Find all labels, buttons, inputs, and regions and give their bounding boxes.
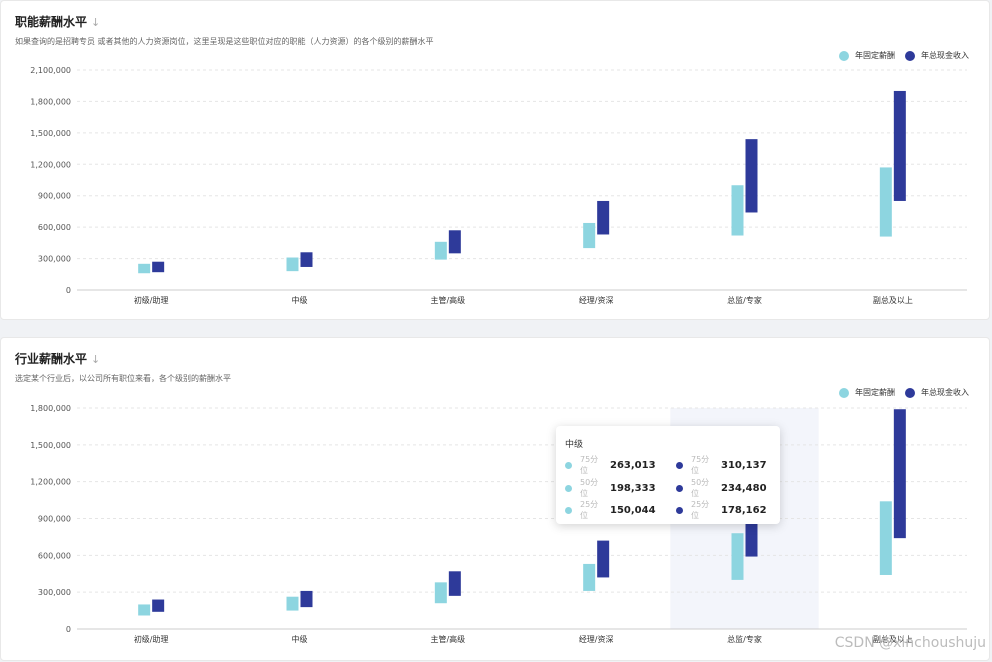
legend-item-fixed[interactable]: 年固定薪酬 [839, 387, 895, 398]
x-tick-label: 经理/资深 [579, 634, 614, 644]
bar-total-cash [893, 409, 906, 539]
bar-total-cash [152, 261, 165, 273]
y-tick-label: 0 [66, 625, 71, 634]
bar-fixed-salary [879, 501, 892, 575]
sort-down-icon[interactable]: ↓ [91, 353, 101, 366]
legend-item-fixed[interactable]: 年固定薪酬 [839, 50, 895, 61]
chart-legend: 年固定薪酬 年总现金收入 [829, 50, 969, 61]
legend-dot-icon [839, 50, 849, 61]
watermark: CSDN @xinchoushuju [834, 635, 986, 651]
tooltip-row: 25分位 178,162 [676, 500, 767, 520]
series-dot-icon [565, 461, 572, 469]
tooltip-row: 50分位 234,480 [676, 478, 767, 498]
tooltip-row: 75分位 310,137 [676, 455, 767, 475]
y-tick-label: 900,000 [38, 515, 71, 524]
bar-total-cash [152, 599, 165, 612]
x-tick-label: 初级/助理 [134, 295, 169, 305]
y-tick-label: 1,800,000 [30, 97, 71, 106]
card-description: 选定某个行业后，以公司所有职位来看，各个级别的薪酬水平 [15, 374, 231, 383]
bar-fixed-salary [583, 222, 596, 249]
bar-fixed-salary [731, 533, 744, 580]
card-description: 如果查询的是招聘专员 或者其他的人力资源岗位，这里呈现是这些职位对应的职能（人力… [15, 37, 434, 46]
bar-total-cash [300, 252, 313, 267]
y-tick-label: 1,500,000 [30, 441, 71, 450]
y-tick-label: 1,200,000 [30, 478, 71, 487]
y-tick-label: 600,000 [38, 223, 71, 232]
legend-item-total[interactable]: 年总现金收入 [905, 387, 969, 398]
bar-total-cash [448, 571, 461, 596]
x-tick-label: 总监/专家 [727, 295, 762, 305]
tooltip-row: 50分位 198,333 [565, 478, 656, 498]
legend-dot-icon [905, 50, 915, 61]
bar-total-cash [597, 200, 610, 235]
y-tick-label: 1,800,000 [30, 404, 71, 413]
series-dot-icon [565, 484, 572, 492]
chart-legend: 年固定薪酬 年总现金收入 [829, 387, 969, 398]
bar-fixed-salary [138, 604, 151, 616]
series-dot-icon [676, 461, 683, 469]
bar-total-cash [300, 590, 313, 608]
x-tick-label: 主管/高级 [430, 634, 465, 644]
bar-fixed-salary [286, 257, 299, 272]
y-tick-label: 300,000 [38, 255, 71, 264]
x-tick-label: 中级 [292, 634, 308, 644]
legend-item-total[interactable]: 年总现金收入 [905, 50, 969, 61]
function-salary-card: 职能薪酬水平 ↓ 如果查询的是招聘专员 或者其他的人力资源岗位，这里呈现是这些职位… [0, 0, 990, 320]
x-tick-label: 副总及以上 [873, 295, 913, 305]
bar-fixed-salary [731, 185, 744, 236]
chart-tooltip: 中级 75分位 263,013 75分位 310,137 50分位 198,33… [556, 426, 780, 524]
x-tick-label: 副总及以上 [873, 634, 913, 644]
tooltip-row: 75分位 263,013 [565, 455, 656, 475]
x-tick-label: 总监/专家 [727, 634, 762, 644]
bar-total-cash [448, 230, 461, 254]
industry-salary-chart: 0 300,000 600,000 900,000 1,200,000 1,500,000… [30, 404, 967, 644]
bar-fixed-salary [879, 167, 892, 237]
bar-total-cash [597, 540, 610, 578]
bar-fixed-salary [434, 582, 447, 604]
y-tick-label: 900,000 [38, 192, 71, 201]
bar-total-cash [745, 139, 758, 213]
x-tick-label: 经理/资深 [579, 295, 614, 305]
bar-fixed-salary [583, 563, 596, 591]
series-dot-icon [565, 506, 572, 514]
y-tick-label: 1,500,000 [30, 129, 71, 138]
legend-dot-icon [905, 387, 915, 398]
x-tick-label: 初级/助理 [134, 634, 169, 644]
y-tick-label: 2,100,000 [30, 66, 71, 75]
series-dot-icon [676, 484, 683, 492]
function-salary-chart: 0 300,000 600,000 900,000 1,200,000 1,500,000… [30, 66, 967, 305]
industry-salary-card: 行业薪酬水平 ↓ 选定某个行业后，以公司所有职位来看，各个级别的薪酬水平 年固定薪… [0, 337, 990, 661]
x-tick-label: 主管/高级 [430, 295, 465, 305]
bar-fixed-salary [138, 263, 151, 274]
y-tick-label: 300,000 [38, 588, 71, 597]
series-dot-icon [676, 506, 683, 514]
card-title: 职能薪酬水平 ↓ [15, 15, 101, 29]
y-tick-label: 0 [66, 286, 71, 295]
legend-dot-icon [839, 387, 849, 398]
bar-fixed-salary [286, 596, 299, 611]
bar-fixed-salary [434, 241, 447, 260]
tooltip-row: 25分位 150,044 [565, 500, 656, 520]
card-title: 行业薪酬水平 ↓ [15, 352, 101, 366]
bar-total-cash [893, 90, 906, 201]
y-tick-label: 1,200,000 [30, 160, 71, 169]
tooltip-title: 中级 [565, 440, 584, 450]
y-tick-label: 600,000 [38, 551, 71, 560]
x-tick-label: 中级 [292, 295, 308, 305]
sort-down-icon[interactable]: ↓ [91, 16, 101, 29]
